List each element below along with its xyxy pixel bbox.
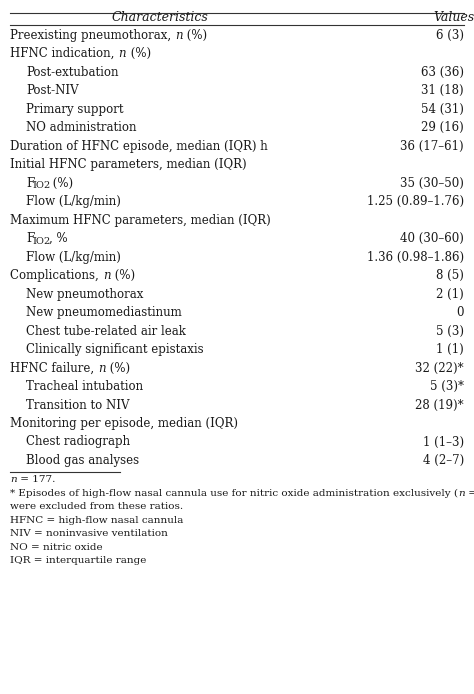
Text: Chest tube-related air leak: Chest tube-related air leak <box>26 325 186 337</box>
Text: Flow (L/kg/min): Flow (L/kg/min) <box>26 251 121 264</box>
Text: n: n <box>118 47 126 60</box>
Text: * Episodes of high-flow nasal cannula use for nitric oxide administration exclus: * Episodes of high-flow nasal cannula us… <box>10 489 458 498</box>
Text: Initial HFNC parameters, median (IQR): Initial HFNC parameters, median (IQR) <box>10 158 246 171</box>
Text: n: n <box>458 489 465 498</box>
Text: Transition to NIV: Transition to NIV <box>26 398 129 412</box>
Text: New pneumothorax: New pneumothorax <box>26 287 143 301</box>
Text: Monitoring per episode, median (IQR): Monitoring per episode, median (IQR) <box>10 417 238 430</box>
Text: Duration of HFNC episode, median (IQR) h: Duration of HFNC episode, median (IQR) h <box>10 139 268 153</box>
Text: 5 (3)*: 5 (3)* <box>430 380 464 393</box>
Text: n: n <box>103 269 110 282</box>
Text: Chest radiograph: Chest radiograph <box>26 436 130 448</box>
Text: Maximum HFNC parameters, median (IQR): Maximum HFNC parameters, median (IQR) <box>10 214 271 226</box>
Text: 54 (31): 54 (31) <box>421 103 464 115</box>
Text: HFNC failure,: HFNC failure, <box>10 362 98 375</box>
Text: n: n <box>10 475 17 484</box>
Text: = 177.: = 177. <box>17 475 55 484</box>
Text: HFNC = high-flow nasal cannula: HFNC = high-flow nasal cannula <box>10 516 183 525</box>
Text: 0: 0 <box>456 306 464 319</box>
Text: n: n <box>175 28 183 42</box>
Text: were excluded from these ratios.: were excluded from these ratios. <box>10 502 183 511</box>
Text: 28 (19)*: 28 (19)* <box>415 398 464 412</box>
Text: Post-NIV: Post-NIV <box>26 84 79 97</box>
Text: 5 (3): 5 (3) <box>436 325 464 337</box>
Text: , %: , % <box>49 232 68 245</box>
Text: Blood gas analyses: Blood gas analyses <box>26 454 139 467</box>
Text: (%): (%) <box>111 269 135 282</box>
Text: 4 (2–7): 4 (2–7) <box>423 454 464 467</box>
Text: 6 (3): 6 (3) <box>436 28 464 42</box>
Text: HFNC indication,: HFNC indication, <box>10 47 118 60</box>
Text: Characteristics: Characteristics <box>111 10 209 24</box>
Text: Values: Values <box>433 10 474 24</box>
Text: 1 (1): 1 (1) <box>436 343 464 356</box>
Text: 35 (30–50): 35 (30–50) <box>400 176 464 189</box>
Text: Preexisting pneumothorax,: Preexisting pneumothorax, <box>10 28 175 42</box>
Text: (%): (%) <box>49 176 73 189</box>
Text: 1.25 (0.89–1.76): 1.25 (0.89–1.76) <box>367 195 464 208</box>
Text: 63 (36): 63 (36) <box>421 65 464 78</box>
Text: (%): (%) <box>183 28 208 42</box>
Text: NIV = noninvasive ventilation: NIV = noninvasive ventilation <box>10 529 168 538</box>
Text: IO: IO <box>32 237 44 246</box>
Text: F: F <box>26 176 34 189</box>
Text: IQR = interquartile range: IQR = interquartile range <box>10 556 146 565</box>
Text: 2: 2 <box>43 181 49 190</box>
Text: 40 (30–60): 40 (30–60) <box>400 232 464 245</box>
Text: 36 (17–61): 36 (17–61) <box>401 139 464 153</box>
Text: Tracheal intubation: Tracheal intubation <box>26 380 143 393</box>
Text: (%): (%) <box>107 362 131 375</box>
Text: F: F <box>26 232 34 245</box>
Text: New pneumomediastinum: New pneumomediastinum <box>26 306 182 319</box>
Text: Complications,: Complications, <box>10 269 102 282</box>
Text: 8 (5): 8 (5) <box>436 269 464 282</box>
Text: Post-extubation: Post-extubation <box>26 65 118 78</box>
Text: 31 (18): 31 (18) <box>421 84 464 97</box>
Text: = 29): = 29) <box>465 489 474 498</box>
Text: Clinically significant epistaxis: Clinically significant epistaxis <box>26 343 204 356</box>
Text: 32 (22)*: 32 (22)* <box>415 362 464 375</box>
Text: n: n <box>99 362 106 375</box>
Text: 1 (1–3): 1 (1–3) <box>423 436 464 448</box>
Text: 2 (1): 2 (1) <box>436 287 464 301</box>
Text: 2: 2 <box>43 237 49 246</box>
Text: IO: IO <box>32 181 44 190</box>
Text: NO = nitric oxide: NO = nitric oxide <box>10 543 103 552</box>
Text: (%): (%) <box>127 47 151 60</box>
Text: Flow (L/kg/min): Flow (L/kg/min) <box>26 195 121 208</box>
Text: 29 (16): 29 (16) <box>421 121 464 134</box>
Text: NO administration: NO administration <box>26 121 137 134</box>
Text: Primary support: Primary support <box>26 103 124 115</box>
Text: 1.36 (0.98–1.86): 1.36 (0.98–1.86) <box>367 251 464 264</box>
